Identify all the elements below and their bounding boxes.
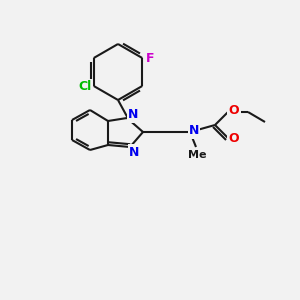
Text: Me: Me [188, 150, 206, 160]
Text: N: N [128, 109, 138, 122]
Text: F: F [146, 52, 154, 64]
Text: N: N [129, 146, 139, 158]
Text: N: N [189, 124, 199, 137]
Text: Cl: Cl [78, 80, 92, 94]
Text: O: O [229, 104, 239, 118]
Text: O: O [229, 133, 239, 146]
